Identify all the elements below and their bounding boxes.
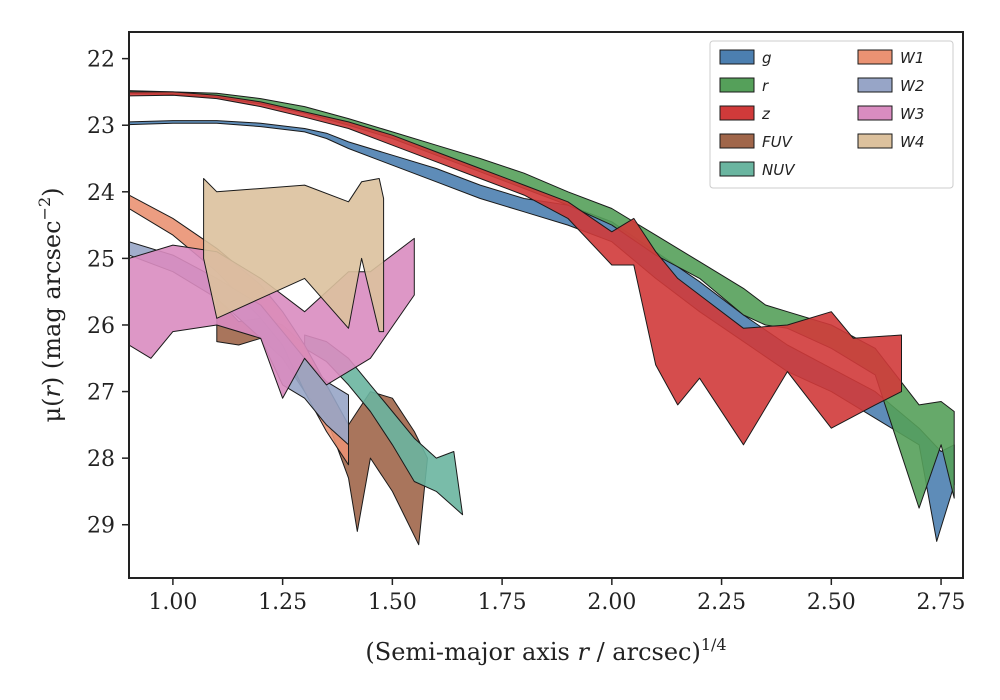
legend-label-w3: W3 — [900, 105, 924, 123]
x-tick-label: 1.00 — [148, 590, 197, 615]
series-band-z — [129, 91, 902, 446]
x-tick-label: 2.00 — [587, 590, 636, 615]
x-tick-label: 2.75 — [917, 590, 966, 615]
x-axis: 1.00 1.25 1.50 1.75 2.00 2.25 2.50 2.75 — [148, 578, 966, 615]
x-axis-label: (Semi-major axis r / arcsec)1/4 — [365, 635, 726, 666]
legend-swatch-w3 — [857, 105, 893, 121]
x-tick-label: 1.25 — [258, 590, 307, 615]
legend-label-w1: W1 — [900, 49, 924, 67]
legend-swatch-nuv — [719, 161, 755, 177]
legend-label-w2: W2 — [900, 77, 924, 95]
x-tick-label: 1.75 — [478, 590, 527, 615]
legend-swatch-w1 — [857, 49, 893, 65]
y-tick-label: 28 — [87, 447, 115, 472]
legend-swatch-w4 — [857, 133, 893, 149]
x-tick-label: 2.25 — [697, 590, 746, 615]
series-layer — [129, 90, 955, 546]
y-axis-label: μ(r) (mag arcsec−2) — [35, 187, 66, 422]
y-tick-label: 27 — [87, 381, 115, 406]
legend-swatch-z — [719, 105, 755, 121]
legend: grz FUV NUV W1 W2 W3 W4 — [709, 40, 954, 189]
legend-label-nuv: NUV — [762, 161, 796, 179]
x-tick-label: 2.50 — [807, 590, 856, 615]
legend-label-r: r — [762, 77, 769, 95]
series-band-nuv — [304, 334, 464, 516]
x-tick-label: 1.50 — [368, 590, 417, 615]
legend-swatch-g — [719, 49, 755, 65]
y-axis: 22 23 24 25 26 27 28 29 — [87, 48, 129, 539]
legend-label-w4: W4 — [900, 133, 924, 151]
legend-swatch-w2 — [857, 77, 893, 93]
y-tick-label: 26 — [87, 314, 115, 339]
y-tick-label: 29 — [87, 514, 115, 539]
legend-label-z: z — [761, 105, 771, 123]
series-band-w4 — [203, 178, 385, 333]
legend-swatch-fuv — [719, 133, 755, 149]
y-tick-label: 25 — [87, 247, 115, 272]
y-tick-label: 23 — [87, 114, 115, 139]
y-tick-label: 24 — [87, 181, 115, 206]
legend-swatch-r — [719, 77, 755, 93]
y-tick-label: 22 — [87, 48, 115, 73]
plot-frame — [128, 31, 964, 579]
legend-label-g: g — [762, 49, 772, 67]
legend-label-fuv: FUV — [762, 133, 794, 151]
